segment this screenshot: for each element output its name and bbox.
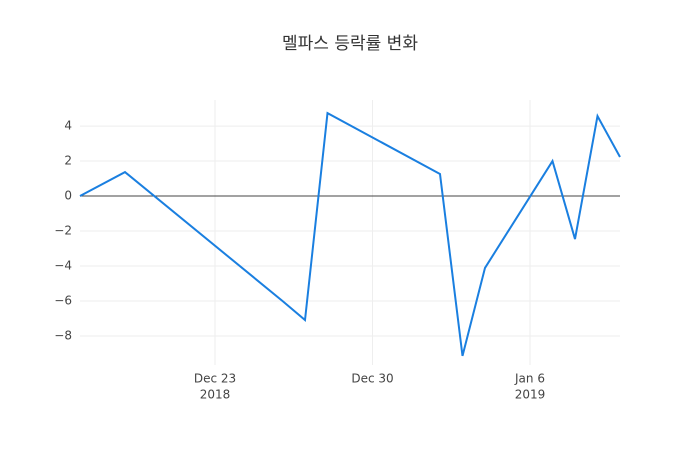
y-tick-label: −6 (54, 293, 72, 307)
x-tick-label: 2019 (515, 388, 546, 402)
chart-title: 멜파스 등락률 변화 (282, 34, 418, 54)
x-tick-label: 2018 (200, 388, 231, 402)
y-tick-label: 2 (64, 154, 72, 168)
y-tick-label: −4 (54, 258, 72, 272)
x-tick-label: Dec 30 (351, 372, 393, 386)
y-tick-label: −8 (54, 328, 72, 342)
y-tick-label: 0 (64, 189, 72, 203)
y-tick-label: 4 (64, 119, 72, 133)
x-tick-label: Dec 23 (194, 372, 236, 386)
line-series (79, 111, 621, 357)
y-tick-label: −2 (54, 224, 72, 238)
x-tick-label: Jan 6 (514, 372, 545, 386)
